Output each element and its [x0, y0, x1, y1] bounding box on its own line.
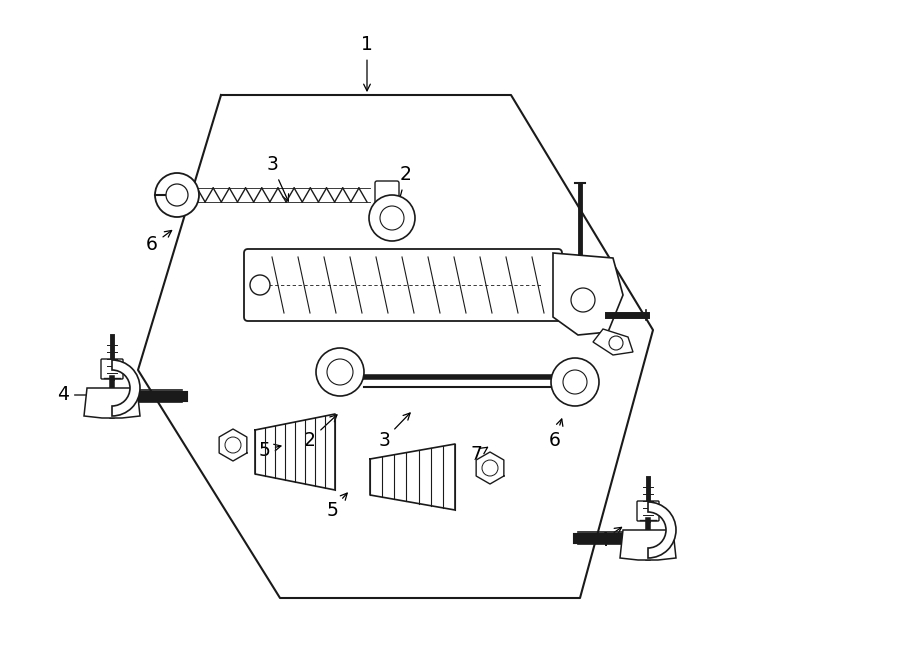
Circle shape: [369, 195, 415, 241]
Polygon shape: [255, 414, 335, 490]
Polygon shape: [370, 444, 455, 510]
Text: 3: 3: [378, 413, 410, 449]
Wedge shape: [648, 502, 676, 558]
Text: 6: 6: [549, 419, 562, 449]
Text: 1: 1: [361, 36, 373, 91]
Text: 5: 5: [326, 493, 347, 520]
Circle shape: [551, 358, 599, 406]
Text: 3: 3: [266, 155, 289, 201]
Text: 4: 4: [57, 385, 95, 405]
Text: 4: 4: [597, 527, 622, 549]
Circle shape: [250, 275, 270, 295]
Polygon shape: [219, 429, 247, 461]
Text: 6: 6: [146, 231, 172, 254]
Polygon shape: [553, 253, 623, 335]
Text: 2: 2: [304, 415, 337, 449]
Circle shape: [316, 348, 364, 396]
Text: 5: 5: [258, 440, 281, 459]
FancyBboxPatch shape: [375, 181, 399, 209]
Text: 7: 7: [218, 436, 235, 459]
Wedge shape: [112, 360, 140, 416]
Text: 2: 2: [393, 165, 412, 216]
FancyBboxPatch shape: [101, 359, 123, 379]
FancyBboxPatch shape: [244, 249, 562, 321]
Polygon shape: [476, 452, 504, 484]
FancyBboxPatch shape: [637, 501, 659, 521]
Polygon shape: [593, 329, 633, 355]
Text: 7: 7: [470, 446, 488, 465]
Circle shape: [155, 173, 199, 217]
Polygon shape: [84, 388, 140, 418]
Polygon shape: [620, 530, 676, 560]
